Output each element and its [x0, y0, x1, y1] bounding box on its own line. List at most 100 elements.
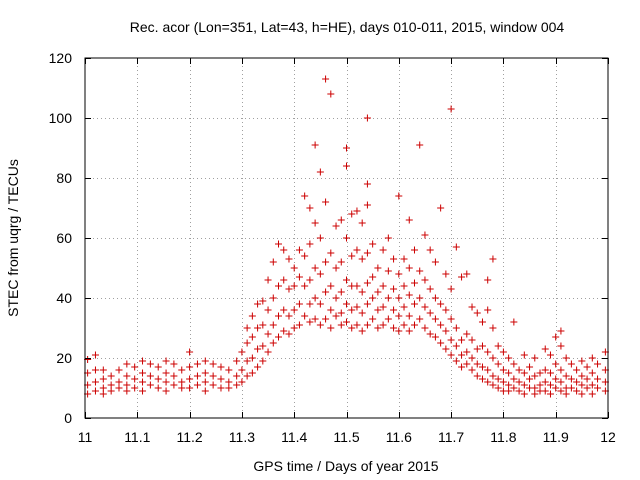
data-point: [594, 375, 602, 383]
data-point: [327, 249, 335, 257]
data-point: [316, 300, 324, 308]
data-point: [259, 297, 267, 305]
data-point: [107, 381, 115, 389]
data-point: [458, 363, 466, 371]
data-point: [442, 306, 450, 314]
data-point: [484, 306, 492, 314]
data-point: [379, 303, 387, 311]
data-point: [578, 372, 586, 380]
data-point: [405, 216, 413, 224]
y-tick-labels: 0 20 40 60 80 100 120: [49, 50, 73, 426]
data-point: [301, 252, 309, 260]
data-point: [285, 330, 293, 338]
data-point: [348, 210, 356, 218]
data-point: [546, 369, 554, 377]
data-point: [515, 387, 523, 395]
data-point: [259, 342, 267, 350]
data-point: [327, 282, 335, 290]
data-point: [573, 387, 581, 395]
data-point: [499, 378, 507, 386]
data-point: [306, 300, 314, 308]
data-point: [337, 321, 345, 329]
data-point: [546, 351, 554, 359]
data-point: [594, 360, 602, 368]
data-point: [91, 366, 99, 374]
data-point: [225, 366, 233, 374]
data-point: [254, 345, 262, 353]
data-point: [285, 255, 293, 263]
data-point: [410, 246, 418, 254]
data-point: [170, 372, 178, 380]
data-point: [531, 390, 539, 398]
data-point: [374, 324, 382, 332]
data-point: [186, 375, 194, 383]
data-point: [478, 342, 486, 350]
data-point: [369, 240, 377, 248]
data-point: [139, 378, 147, 386]
data-point: [510, 360, 518, 368]
data-point: [348, 306, 356, 314]
data-point: [264, 348, 272, 356]
data-point: [578, 357, 586, 365]
data-point: [484, 366, 492, 374]
data-point: [452, 243, 460, 251]
data-point: [123, 360, 131, 368]
data-point: [170, 360, 178, 368]
data-point: [400, 255, 408, 263]
data-point: [290, 324, 298, 332]
data-point: [295, 246, 303, 254]
data-point: [552, 360, 560, 368]
x-tick-label: 11.7: [438, 429, 464, 445]
data-point: [248, 312, 256, 320]
data-point: [531, 384, 539, 392]
data-point: [238, 378, 246, 386]
data-point: [452, 342, 460, 350]
data-point: [332, 222, 340, 230]
data-point: [301, 282, 309, 290]
data-point: [311, 315, 319, 323]
data-point: [447, 105, 455, 113]
data-point: [363, 249, 371, 257]
data-point: [363, 321, 371, 329]
data-point: [520, 390, 528, 398]
data-point: [573, 378, 581, 386]
data-point: [395, 294, 403, 302]
data-point: [348, 324, 356, 332]
data-point: [468, 366, 476, 374]
data-point: [426, 285, 434, 293]
data-point: [123, 387, 131, 395]
data-point: [99, 375, 107, 383]
data-point: [99, 366, 107, 374]
data-point: [484, 276, 492, 284]
data-point: [583, 363, 591, 371]
data-point: [343, 276, 350, 284]
data-point: [311, 294, 319, 302]
data-point: [557, 327, 565, 335]
data-point: [343, 144, 350, 152]
data-point: [421, 324, 429, 332]
data-point: [146, 372, 154, 380]
data-point: [131, 375, 139, 383]
data-point: [254, 300, 262, 308]
data-point: [295, 321, 303, 329]
data-point: [510, 318, 518, 326]
data-point: [588, 354, 596, 362]
data-point: [552, 375, 560, 383]
data-point: [384, 294, 392, 302]
data-point: [332, 294, 340, 302]
data-point: [162, 369, 170, 377]
data-point: [473, 309, 481, 317]
data-point: [280, 306, 288, 314]
data-point: [431, 333, 439, 341]
chart-title: Rec. acor (Lon=351, Lat=43, h=HE), days …: [130, 19, 565, 35]
data-point: [131, 363, 139, 371]
data-point: [557, 387, 565, 395]
data-point: [353, 303, 361, 311]
y-axis-label: STEC from uqrg / TECUs: [5, 159, 21, 317]
data-point: [243, 339, 251, 347]
data-point: [468, 354, 476, 362]
y-tick-label: 20: [56, 350, 72, 366]
data-point: [536, 369, 544, 377]
data-point: [463, 330, 471, 338]
data-point: [395, 192, 403, 200]
